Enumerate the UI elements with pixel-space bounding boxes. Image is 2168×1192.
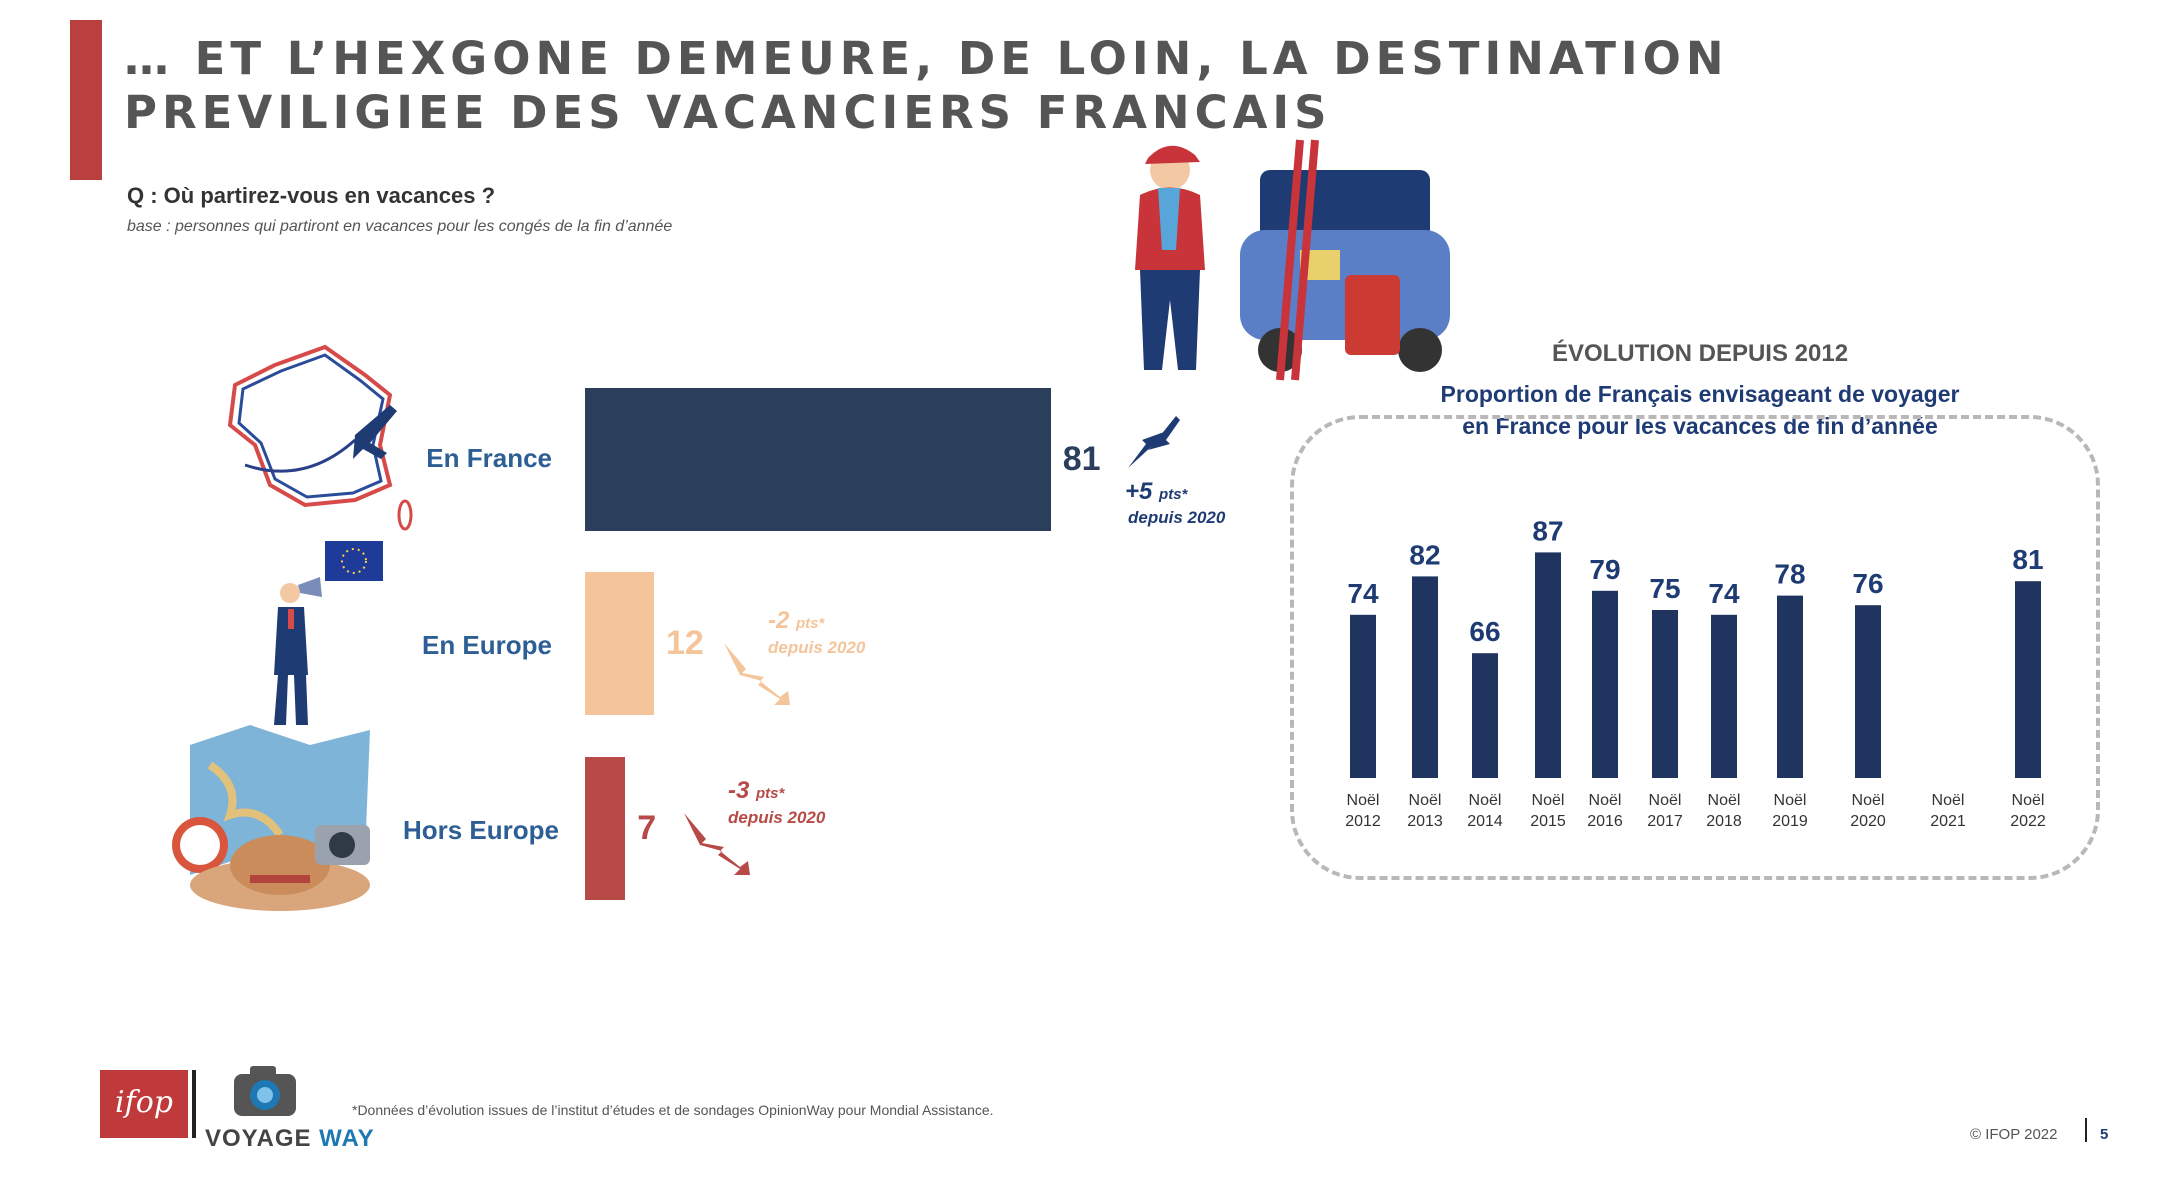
delta-france: +5 pts* — [1125, 478, 1188, 505]
bar-europe — [585, 572, 654, 715]
evolution-tick-label: 2020 — [1850, 813, 1886, 830]
evolution-bar — [2015, 581, 2041, 778]
title-accent-bar — [70, 20, 102, 180]
evolution-bar — [1711, 614, 1737, 778]
voyage-way-logo: VOYAGE WAY — [205, 1125, 375, 1153]
evolution-tick-label: Noël — [1469, 792, 1502, 809]
evolution-bar — [1350, 614, 1376, 778]
evolution-tick-label: Noël — [1932, 792, 1965, 809]
delta-hors-europe: -3 pts* — [728, 777, 785, 804]
evolution-value-label: 75 — [1649, 573, 1680, 604]
evolution-tick-label: 2013 — [1407, 813, 1443, 830]
value-label-europe: 12 — [666, 623, 704, 662]
bar-france — [585, 388, 1051, 531]
evolution-value-label: 76 — [1852, 568, 1883, 599]
delta-europe: -2 pts* — [768, 607, 825, 634]
evolution-bar — [1592, 590, 1618, 778]
evolution-bar — [1412, 576, 1438, 778]
value-label-hors-europe: 7 — [637, 808, 657, 847]
delta-hors-europe-since: depuis 2020 — [728, 808, 826, 827]
logo-separator — [192, 1070, 196, 1138]
delta-france-since: depuis 2020 — [1128, 508, 1226, 527]
ifop-logo: ifop — [100, 1070, 188, 1138]
camera-globe-logo-icon — [234, 1066, 296, 1116]
delta-europe-since: depuis 2020 — [768, 638, 866, 657]
value-label-france: 81 — [1062, 439, 1101, 478]
evolution-tick-label: 2021 — [1930, 813, 1966, 830]
france-map-plane-icon — [227, 344, 413, 531]
evolution-dashed-frame — [1290, 415, 2100, 880]
evolution-value-label: 66 — [1469, 616, 1500, 647]
footnote: *Données d’évolution issues de l’institu… — [352, 1102, 994, 1118]
evolution-tick-label: 2018 — [1706, 813, 1742, 830]
copyright: © IFOP 2022 — [1970, 1126, 2058, 1143]
evolution-value-label: 78 — [1774, 559, 1805, 590]
evolution-bar — [1535, 552, 1561, 778]
evolution-value-label: 74 — [1708, 578, 1740, 609]
travel-map-hat-icon — [172, 725, 370, 911]
page-title-line-1: … ET L’HEXGONE DEMEURE, DE LOIN, LA DEST… — [124, 32, 1729, 85]
bar-hors-europe — [585, 757, 626, 900]
page-number: 5 — [2100, 1126, 2109, 1143]
evolution-tick-label: Noël — [1347, 792, 1380, 809]
evolution-tick-label: Noël — [1852, 792, 1885, 809]
evolution-tick-label: 2017 — [1647, 813, 1683, 830]
evolution-value-label: 87 — [1532, 515, 1563, 546]
evolution-tick-label: 2015 — [1530, 813, 1566, 830]
evolution-bar — [1652, 610, 1678, 778]
evolution-tick-label: 2019 — [1772, 813, 1808, 830]
page-title-line-2: PREVILIGIEE DES VACANCIERS FRANCAIS — [124, 86, 1332, 139]
voyage-word: VOYAGE — [205, 1125, 312, 1152]
evolution-tick-label: Noël — [1649, 792, 1682, 809]
base-note: base : personnes qui partiront en vacanc… — [127, 218, 673, 235]
evolution-tick-label: 2016 — [1587, 813, 1623, 830]
evolution-tick-label: Noël — [1532, 792, 1565, 809]
europe-flag-megaphone-icon — [274, 541, 383, 725]
trend-down-arrow-icon — [684, 813, 750, 875]
category-label-europe: En Europe — [421, 630, 552, 660]
evolution-bar — [1855, 605, 1881, 778]
evolution-value-label: 82 — [1409, 539, 1440, 570]
evolution-tick-label: Noël — [2012, 792, 2045, 809]
trend-up-arrow-icon — [1128, 416, 1180, 468]
evolution-value-label: 74 — [1347, 578, 1379, 609]
category-label-france: En France — [426, 443, 552, 473]
evolution-tick-label: 2012 — [1345, 813, 1381, 830]
evolution-tick-label: 2022 — [2010, 813, 2046, 830]
evolution-tick-label: Noël — [1774, 792, 1807, 809]
ski-car-traveler-icon — [1135, 139, 1450, 381]
evolution-tick-label: Noël — [1708, 792, 1741, 809]
evolution-bar-chart: 74 Noël 2012 82 Noël 2013 66 Noël 2014 87 Noël 2015… — [1345, 515, 2046, 830]
evolution-title: ÉVOLUTION DEPUIS 2012 — [1551, 340, 1849, 367]
evolution-bar — [1777, 595, 1803, 778]
page-separator — [2085, 1118, 2087, 1142]
evolution-value-label: 79 — [1589, 554, 1620, 585]
evolution-tick-label: Noël — [1409, 792, 1442, 809]
category-label-hors-europe: Hors Europe — [402, 815, 559, 845]
trend-down-arrow-icon — [724, 643, 790, 705]
evolution-tick-label: 2014 — [1467, 813, 1503, 830]
way-word: WAY — [319, 1125, 375, 1152]
evolution-value-label: 81 — [2012, 544, 2043, 575]
question-text: Q : Où partirez-vous en vacances ? — [127, 183, 496, 208]
evolution-bar — [1472, 653, 1498, 778]
evolution-tick-label: Noël — [1589, 792, 1622, 809]
